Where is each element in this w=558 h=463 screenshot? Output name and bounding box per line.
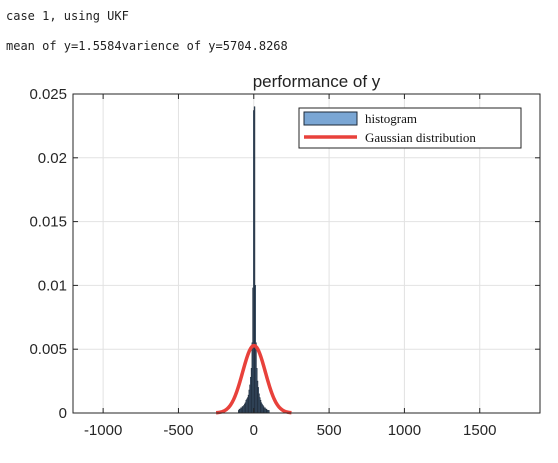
x-tick-label: -500 <box>163 422 193 439</box>
axis-ticks: -1000 -500 0 500 1000 1500 0 0.005 0.01 0.015 0.02… <box>29 86 540 439</box>
y-tick-label: 0 <box>59 405 67 422</box>
gaussian-curve <box>215 343 292 415</box>
y-tick-label: 0.02 <box>38 150 67 167</box>
x-tick-label: -1000 <box>84 422 122 439</box>
y-tick-label: 0.025 <box>29 86 67 103</box>
legend-swatch-histogram <box>303 111 358 126</box>
console-line-stats: mean of y=1.5584varience of y=5704.8268 <box>6 39 288 53</box>
y-tick-label: 0.01 <box>38 277 67 294</box>
x-tick-label: 1500 <box>463 422 496 439</box>
console-line-case: case 1, using UKF <box>6 9 129 23</box>
x-tick-label: 0 <box>250 422 258 439</box>
x-tick-label: 500 <box>317 422 342 439</box>
x-tick-label: 1000 <box>388 422 421 439</box>
legend-label-gaussian: Gaussian distribution <box>365 130 476 145</box>
y-tick-label: 0.005 <box>29 341 67 358</box>
legend-label-histogram: histogram <box>365 111 417 126</box>
y-tick-label: 0.015 <box>29 214 67 231</box>
chart-title: performance of y <box>253 72 381 91</box>
legend: histogram Gaussian distribution <box>298 107 522 149</box>
axes-box <box>72 93 541 414</box>
